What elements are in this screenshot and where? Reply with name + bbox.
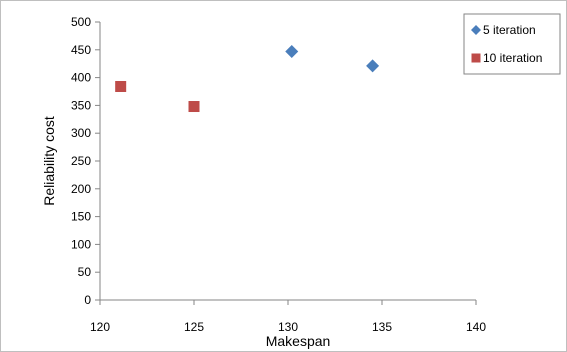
legend-marker-series-2: [472, 54, 481, 63]
y-tick-label: 150: [71, 210, 91, 224]
data-point-series-2: [189, 101, 200, 112]
y-axis-title: Reliability cost: [41, 116, 57, 206]
y-tick-label: 100: [71, 237, 91, 251]
y-tick-label: 0: [84, 293, 91, 307]
legend-label-series-1: 5 iteration: [483, 23, 536, 37]
legend: 5 iteration 10 iteration: [464, 14, 560, 74]
x-tick-label: 140: [466, 320, 486, 334]
data-point-series-2: [115, 81, 126, 92]
legend-label-series-2: 10 iteration: [483, 51, 542, 65]
x-tick-label: 125: [184, 320, 204, 334]
y-tick-label: 450: [71, 43, 91, 57]
y-tick-label: 350: [71, 98, 91, 112]
x-tick-label: 120: [90, 320, 110, 334]
x-tick-label: 130: [278, 320, 298, 334]
y-tick-label: 300: [71, 126, 91, 140]
x-axis-title: Makespan: [266, 333, 331, 349]
y-tick-label: 250: [71, 154, 91, 168]
y-tick-label: 500: [71, 15, 91, 29]
y-tick-label: 50: [78, 265, 92, 279]
x-tick-label: 135: [372, 320, 392, 334]
y-tick-label: 400: [71, 71, 91, 85]
y-tick-label: 200: [71, 182, 91, 196]
